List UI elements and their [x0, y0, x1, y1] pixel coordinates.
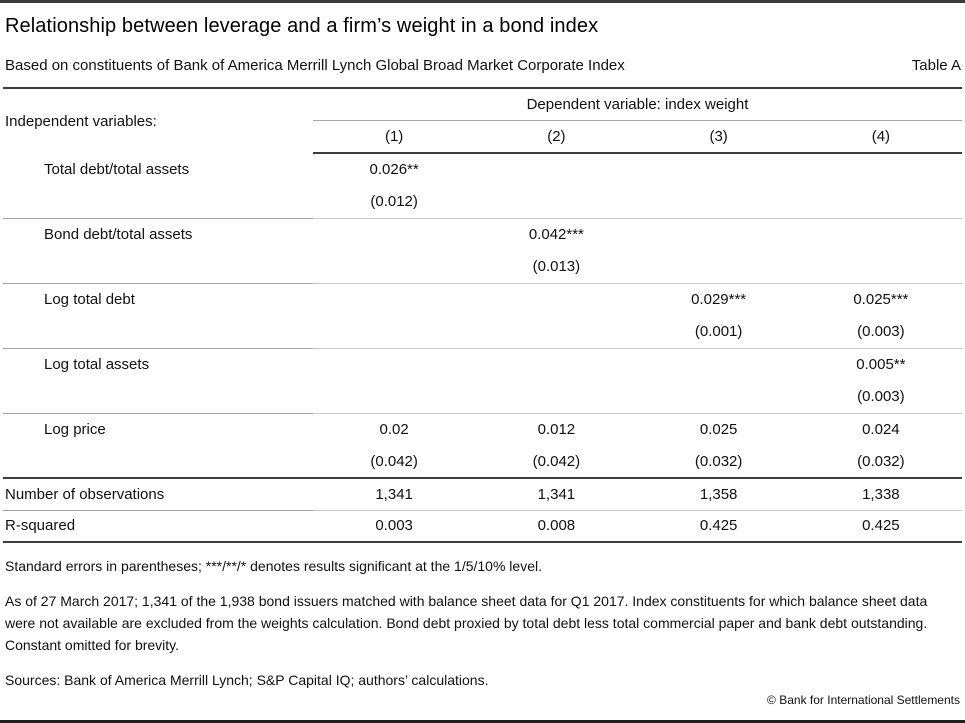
coef-cell: 0.026**: [369, 161, 419, 178]
empty-label-cell: [3, 380, 313, 414]
se-cell: (0.003): [799, 315, 962, 349]
coef-cell: 0.029***: [691, 290, 747, 308]
stat-cell: 0.425: [637, 510, 800, 543]
se-cell: (0.013): [475, 250, 638, 284]
regression-table: Independent variables: Dependent variabl…: [3, 87, 962, 543]
row-label: Log total debt: [44, 290, 135, 308]
empty-label-cell: [3, 185, 313, 219]
coef-cell: [638, 348, 800, 380]
stats-row-rsquared: R-squared 0.003 0.008 0.425 0.425: [3, 510, 962, 543]
stat-cell: 0.003: [313, 510, 476, 543]
se-cell: (0.042): [475, 445, 638, 479]
se-cell: [637, 185, 800, 219]
se-cell: (0.003): [799, 380, 962, 414]
se-cell: [313, 250, 476, 284]
empty-label-cell: [3, 250, 313, 284]
se-row: (0.003): [3, 380, 962, 414]
se-cell: [637, 380, 800, 414]
stat-label: Number of observations: [3, 478, 313, 511]
se-cell: [799, 185, 962, 219]
se-row: (0.001) (0.003): [3, 315, 962, 349]
empty-label-cell: [3, 315, 313, 349]
se-cell: [475, 315, 638, 349]
coef-cell: 0.024: [862, 420, 900, 438]
col-header-4: (4): [799, 120, 962, 154]
se-cell: (0.012): [313, 185, 476, 219]
stat-cell: 0.425: [799, 510, 962, 543]
empty-label-cell: [3, 445, 313, 479]
coef-row: Log price 0.02 0.012 0.025 0.024: [3, 413, 962, 445]
coef-cell: [800, 153, 962, 185]
note-sample: As of 27 March 2017; 1,341 of the 1,938 …: [5, 593, 928, 653]
se-cell: (0.001): [637, 315, 800, 349]
row-label: Total debt/total assets: [44, 160, 190, 178]
dep-var-header: Dependent variable: index weight: [313, 88, 962, 121]
copyright-row: © Bank for International Settlements: [3, 691, 962, 713]
se-cell: [475, 380, 638, 414]
coef-cell: [475, 283, 637, 315]
coef-row: Total debt/total assets 0.026**: [3, 153, 962, 185]
stat-cell: 0.008: [475, 510, 638, 543]
coef-cell: [313, 283, 475, 315]
se-cell: [637, 250, 800, 284]
se-cell: [475, 185, 638, 219]
col-header-2: (2): [475, 120, 638, 154]
stat-cell: 1,341: [313, 478, 476, 511]
stat-cell: 1,358: [637, 478, 800, 511]
header-colnum-row: (1) (2) (3) (4): [3, 120, 962, 154]
coef-row: Bond debt/total assets 0.042***: [3, 218, 962, 250]
coef-cell: [313, 348, 475, 380]
coef-cell: 0.042***: [528, 225, 584, 243]
coef-row: Log total debt 0.029*** 0.025***: [3, 283, 962, 315]
se-cell: [313, 315, 476, 349]
note-significance: Standard errors in parentheses; ***/**/*…: [5, 558, 542, 574]
row-label: Log price: [44, 420, 106, 438]
se-row: (0.013): [3, 250, 962, 284]
coef-cell: [638, 153, 800, 185]
subtitle-row: Based on constituents of Bank of America…: [3, 57, 962, 74]
table-subtitle: Based on constituents of Bank of America…: [5, 57, 625, 74]
coef-cell: [475, 348, 637, 380]
se-cell: (0.042): [313, 445, 476, 479]
coef-cell: 0.025: [699, 420, 738, 438]
se-cell: [799, 250, 962, 284]
se-row: (0.012): [3, 185, 962, 219]
col-header-1: (1): [313, 120, 476, 154]
stats-row-observations: Number of observations 1,341 1,341 1,358…: [3, 478, 962, 511]
copyright: © Bank for International Settlements: [767, 693, 960, 707]
coef-cell: [800, 218, 962, 250]
coef-cell: 0.012: [537, 420, 576, 438]
coef-cell: [475, 153, 637, 185]
coef-row: Log total assets 0.005**: [3, 348, 962, 380]
stat-label: R-squared: [3, 510, 313, 543]
se-cell: [313, 380, 476, 414]
col-header-3: (3): [637, 120, 800, 154]
se-cell: (0.032): [637, 445, 800, 479]
coef-cell: [638, 218, 800, 250]
stat-cell: 1,341: [475, 478, 638, 511]
page-title: Relationship between leverage and a firm…: [5, 15, 599, 37]
header-depvar-row: Independent variables: Dependent variabl…: [3, 88, 962, 130]
stat-cell: 1,338: [799, 478, 962, 511]
footnotes: Standard errors in parentheses; ***/**/*…: [3, 555, 962, 691]
se-row: (0.042) (0.042) (0.032) (0.032): [3, 445, 962, 479]
row-label: Log total assets: [44, 355, 150, 373]
coef-cell: 0.005**: [856, 355, 906, 373]
se-cell: (0.032): [799, 445, 962, 479]
note-sources: Sources: Bank of America Merrill Lynch; …: [5, 672, 489, 688]
stub-header: Independent variables:: [5, 112, 157, 130]
coef-cell: [313, 218, 475, 250]
coef-cell: 0.02: [379, 420, 409, 438]
table-ref-label: Table A: [911, 57, 961, 74]
coef-cell: 0.025***: [853, 290, 909, 308]
row-label: Bond debt/total assets: [44, 225, 193, 243]
